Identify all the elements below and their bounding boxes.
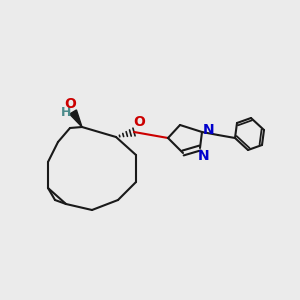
Polygon shape [70,110,82,127]
Text: H: H [61,106,71,118]
Text: N: N [203,123,215,137]
Text: O: O [133,115,145,129]
Text: N: N [198,149,210,163]
Text: O: O [64,97,76,111]
